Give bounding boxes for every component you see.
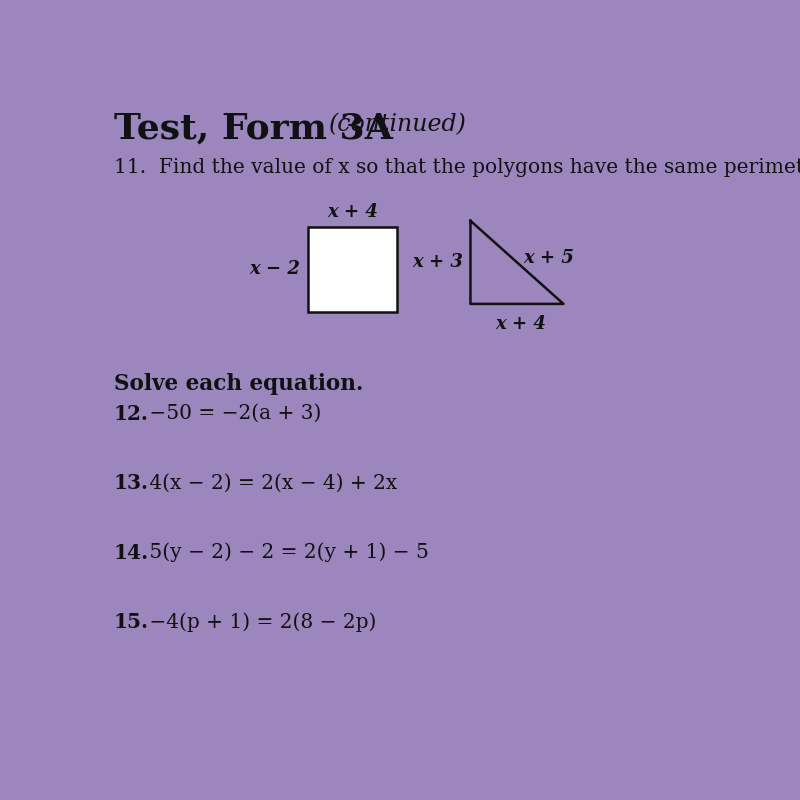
- Text: x + 4: x + 4: [495, 314, 546, 333]
- Text: −4(p + 1) = 2(8 − 2p): −4(p + 1) = 2(8 − 2p): [143, 612, 377, 631]
- Text: −50 = −2(a + 3): −50 = −2(a + 3): [143, 404, 322, 423]
- Text: Test, Form 3A: Test, Form 3A: [114, 111, 393, 146]
- Text: 12.: 12.: [114, 404, 149, 424]
- Text: 13.: 13.: [114, 474, 149, 494]
- Text: 14.: 14.: [114, 542, 149, 562]
- Text: x + 5: x + 5: [523, 250, 574, 267]
- Text: 15.: 15.: [114, 612, 149, 632]
- Text: 4(x − 2) = 2(x − 4) + 2x: 4(x − 2) = 2(x − 4) + 2x: [143, 474, 398, 492]
- Bar: [308, 227, 397, 311]
- Text: x + 4: x + 4: [327, 202, 378, 221]
- Text: x + 3: x + 3: [412, 254, 462, 271]
- Text: Solve each equation.: Solve each equation.: [114, 373, 363, 395]
- Text: x − 2: x − 2: [249, 260, 300, 278]
- Text: 11.  Find the value of x so that the polygons have the same perimeter.: 11. Find the value of x so that the poly…: [114, 158, 800, 177]
- Text: (continued): (continued): [329, 113, 466, 136]
- Text: 5(y − 2) − 2 = 2(y + 1) − 5: 5(y − 2) − 2 = 2(y + 1) − 5: [143, 542, 430, 562]
